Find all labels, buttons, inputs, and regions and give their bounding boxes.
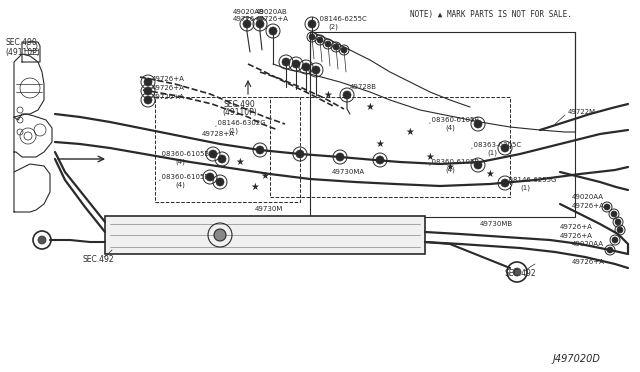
Circle shape bbox=[474, 161, 482, 169]
Circle shape bbox=[343, 91, 351, 99]
Text: 49020AB: 49020AB bbox=[233, 9, 265, 15]
Circle shape bbox=[341, 47, 347, 53]
Circle shape bbox=[615, 219, 621, 225]
Text: 49726+A: 49726+A bbox=[152, 76, 185, 82]
Circle shape bbox=[309, 34, 315, 40]
Circle shape bbox=[302, 63, 310, 71]
Bar bbox=[105, 216, 425, 254]
Circle shape bbox=[308, 20, 316, 28]
Text: ¸08363-6305C: ¸08363-6305C bbox=[470, 142, 521, 148]
Text: (4): (4) bbox=[445, 167, 455, 173]
Text: (1): (1) bbox=[487, 150, 497, 156]
Text: (1): (1) bbox=[228, 128, 238, 134]
Text: J497020D: J497020D bbox=[552, 354, 600, 364]
Circle shape bbox=[269, 27, 277, 35]
Text: 49020AB: 49020AB bbox=[256, 9, 288, 15]
Text: 49726+A: 49726+A bbox=[256, 16, 289, 22]
Circle shape bbox=[611, 211, 617, 217]
Circle shape bbox=[214, 229, 226, 241]
Circle shape bbox=[282, 58, 290, 66]
Circle shape bbox=[243, 20, 251, 28]
Circle shape bbox=[144, 87, 152, 95]
Text: 49728+A: 49728+A bbox=[202, 131, 235, 137]
Text: (4): (4) bbox=[175, 182, 185, 188]
Circle shape bbox=[474, 120, 482, 128]
Circle shape bbox=[336, 153, 344, 161]
Circle shape bbox=[256, 20, 264, 28]
Circle shape bbox=[604, 204, 610, 210]
Circle shape bbox=[607, 247, 613, 253]
Text: (1): (1) bbox=[520, 185, 530, 191]
Text: ★: ★ bbox=[236, 157, 244, 167]
Text: 49726+A: 49726+A bbox=[560, 224, 593, 230]
Circle shape bbox=[617, 227, 623, 233]
Text: 49728B: 49728B bbox=[350, 84, 377, 90]
Text: (49110P): (49110P) bbox=[222, 108, 257, 116]
Text: 49730MA: 49730MA bbox=[332, 169, 365, 175]
Text: ¸08360-6105B: ¸08360-6105B bbox=[158, 174, 209, 180]
Text: 49726+A: 49726+A bbox=[572, 259, 605, 265]
Text: ★: ★ bbox=[486, 169, 494, 179]
Text: 49020AA: 49020AA bbox=[572, 241, 604, 247]
Bar bbox=[310, 32, 575, 217]
Text: (4): (4) bbox=[175, 159, 185, 165]
Bar bbox=[155, 97, 300, 202]
Circle shape bbox=[256, 146, 264, 154]
Text: 49722M: 49722M bbox=[568, 109, 596, 115]
Text: SEC.492: SEC.492 bbox=[82, 256, 114, 264]
Text: 49020AA: 49020AA bbox=[572, 194, 604, 200]
Circle shape bbox=[292, 60, 300, 68]
Circle shape bbox=[296, 150, 304, 158]
Circle shape bbox=[513, 268, 521, 276]
Text: SEC.490: SEC.490 bbox=[5, 38, 36, 46]
Text: ¸08146-6255G: ¸08146-6255G bbox=[505, 177, 556, 183]
Text: ★: ★ bbox=[365, 102, 374, 112]
Text: ★: ★ bbox=[406, 127, 414, 137]
Text: 49726+A: 49726+A bbox=[152, 85, 185, 91]
Text: ★: ★ bbox=[324, 90, 332, 100]
Text: ★: ★ bbox=[376, 139, 385, 149]
Circle shape bbox=[216, 178, 224, 186]
Circle shape bbox=[501, 179, 509, 187]
Text: ★: ★ bbox=[426, 152, 435, 162]
Circle shape bbox=[312, 66, 320, 74]
Text: ¸08146-6302G: ¸08146-6302G bbox=[214, 120, 266, 126]
Circle shape bbox=[206, 173, 214, 181]
Circle shape bbox=[501, 144, 509, 152]
Circle shape bbox=[144, 78, 152, 86]
Text: ¸08360-6105B: ¸08360-6105B bbox=[158, 151, 209, 157]
Text: ¸08360-6105B: ¸08360-6105B bbox=[428, 158, 479, 165]
Text: 49726+A: 49726+A bbox=[152, 94, 185, 100]
Circle shape bbox=[333, 44, 339, 50]
Circle shape bbox=[317, 37, 323, 43]
Circle shape bbox=[144, 96, 152, 104]
Bar bbox=[270, 97, 510, 197]
Text: SEC.492: SEC.492 bbox=[505, 269, 536, 279]
Text: ★: ★ bbox=[260, 171, 269, 181]
Circle shape bbox=[325, 41, 331, 47]
Text: 49730M: 49730M bbox=[255, 206, 284, 212]
Circle shape bbox=[376, 156, 384, 164]
Circle shape bbox=[612, 237, 618, 243]
Text: NOTE) ▲ MARK PARTS IS NOT FOR SALE.: NOTE) ▲ MARK PARTS IS NOT FOR SALE. bbox=[410, 10, 572, 19]
Text: ★: ★ bbox=[251, 182, 259, 192]
Text: 49726+A: 49726+A bbox=[572, 203, 605, 209]
Text: 49730MB: 49730MB bbox=[480, 221, 513, 227]
Text: ★: ★ bbox=[445, 162, 454, 172]
Text: (4): (4) bbox=[445, 125, 455, 131]
Text: SEC.490: SEC.490 bbox=[224, 99, 256, 109]
Text: (2): (2) bbox=[328, 24, 338, 30]
Text: ¸08146-6255C: ¸08146-6255C bbox=[316, 16, 367, 22]
Circle shape bbox=[209, 150, 217, 158]
Circle shape bbox=[218, 155, 226, 163]
Text: (49110P): (49110P) bbox=[5, 48, 40, 57]
Circle shape bbox=[38, 236, 46, 244]
Text: ¸08360-6105B: ¸08360-6105B bbox=[428, 117, 479, 124]
Text: 49726+A: 49726+A bbox=[560, 233, 593, 239]
Text: 49726+A: 49726+A bbox=[233, 16, 266, 22]
